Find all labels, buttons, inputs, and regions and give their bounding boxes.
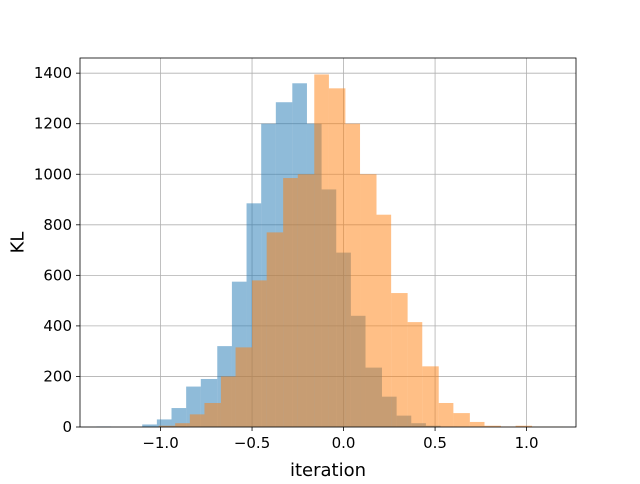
- x-tick-label: 1.0: [515, 434, 539, 452]
- x-tick-label: −0.5: [234, 434, 270, 452]
- histogram-bar-series-2: [453, 413, 469, 427]
- x-axis-label: iteration: [290, 460, 366, 480]
- histogram-bar-series-2: [221, 376, 236, 427]
- y-tick-label: 600: [43, 266, 72, 284]
- histogram-bar-series-2: [422, 366, 438, 427]
- y-tick-label: 800: [43, 216, 72, 234]
- y-tick-label: 0: [62, 418, 72, 436]
- y-axis-label: KL: [7, 232, 28, 254]
- histogram-bar-series-2: [314, 74, 329, 427]
- histogram-bar-series-2: [329, 88, 345, 427]
- y-tick-label: 1200: [34, 115, 72, 133]
- histogram-bar-series-2: [439, 403, 454, 427]
- histogram-bar-series-2: [360, 174, 376, 427]
- histogram-bar-series-2: [408, 322, 423, 427]
- histogram-bar-series-2: [377, 215, 392, 427]
- histogram-bar-series-2: [345, 124, 360, 427]
- y-tick-label: 1000: [34, 165, 72, 183]
- histogram-bar-series-2: [391, 293, 407, 427]
- histogram-bar-series-2: [252, 280, 267, 427]
- histogram-bars: [96, 74, 563, 427]
- x-tick-label: −1.0: [142, 434, 178, 452]
- y-tick-label: 1400: [34, 64, 72, 82]
- y-tick-label: 400: [43, 317, 72, 335]
- histogram-bar-series-2: [236, 347, 252, 427]
- histogram-bar-series-2: [190, 414, 205, 427]
- histogram-bar-series-2: [204, 403, 220, 427]
- x-tick-label: 0.0: [332, 434, 356, 452]
- histogram-bar-series-2: [175, 423, 190, 427]
- histogram-bar-series-2: [283, 178, 298, 427]
- histogram-bar-series-2: [267, 232, 283, 427]
- y-tick-label: 200: [43, 367, 72, 385]
- x-tick-label: 0.5: [423, 434, 447, 452]
- histogram-bar-series-2: [298, 174, 314, 427]
- histogram-bar-series-2: [470, 422, 485, 427]
